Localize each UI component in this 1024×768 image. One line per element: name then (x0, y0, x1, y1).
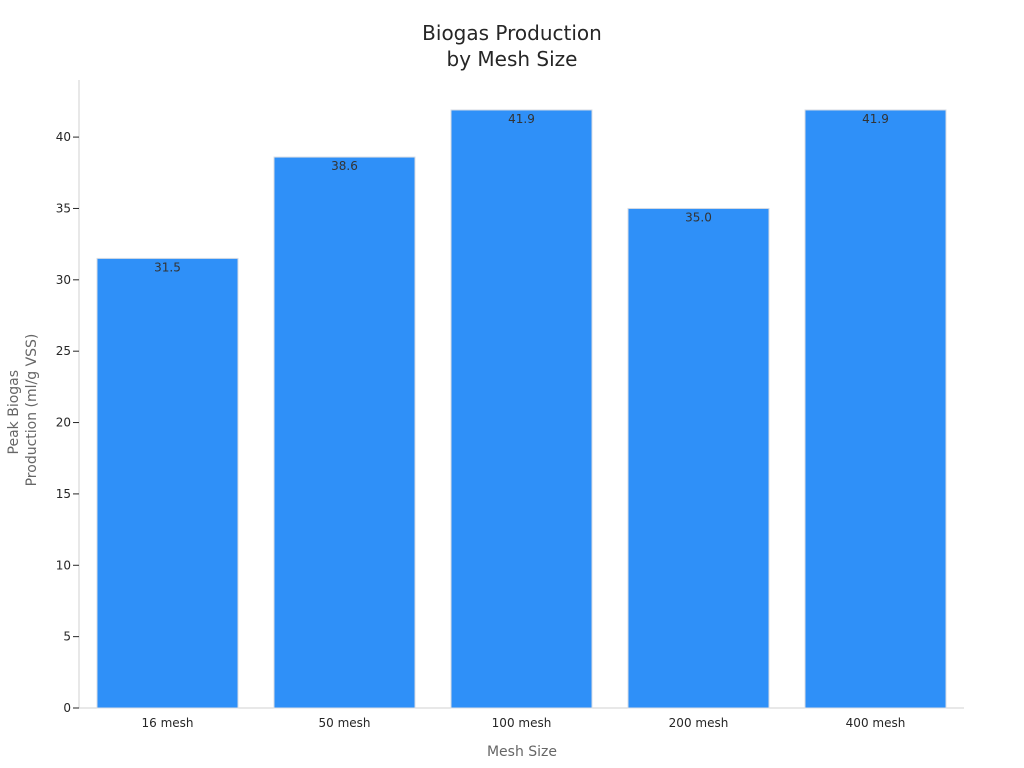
bar (804, 109, 947, 709)
y-tick-label: 15 (56, 487, 71, 501)
bar (627, 207, 770, 709)
bar-value-label: 31.5 (154, 260, 181, 274)
y-tick-label: 10 (56, 558, 71, 572)
bar-value-label: 41.9 (862, 112, 889, 126)
y-tick-label: 5 (63, 630, 71, 644)
y-axis-title-line-1: Peak Biogas (6, 370, 22, 455)
x-tick-label: 50 mesh (318, 716, 370, 730)
y-tick-label: 35 (56, 201, 71, 215)
x-tick-label: 400 mesh (846, 716, 906, 730)
x-tick-label: 200 mesh (669, 716, 729, 730)
y-tick-label: 0 (63, 701, 71, 715)
bar (273, 156, 416, 709)
bar-value-label: 35.0 (685, 210, 712, 224)
x-axis-title: Mesh Size (487, 744, 557, 760)
y-axis-title: Peak Biogas Production (ml/g VSS) (6, 334, 40, 487)
bar (96, 257, 239, 709)
y-tick-label: 40 (56, 130, 71, 144)
chart-title-line-1: Biogas Production (422, 21, 602, 45)
x-tick-label: 16 mesh (141, 716, 193, 730)
chart-title-line-2: by Mesh Size (447, 47, 578, 71)
y-tick-label: 30 (56, 273, 71, 287)
y-tick-label: 25 (56, 344, 71, 358)
y-axis-title-line-2: Production (ml/g VSS) (24, 334, 40, 487)
x-tick-label: 100 mesh (492, 716, 552, 730)
bar-value-label: 38.6 (331, 159, 358, 173)
plot-area: 0 5 10 15 20 25 30 35 40 31.5 16 mesh 38.6 50 mesh 41… (56, 80, 964, 730)
bar-value-label: 41.9 (508, 112, 535, 126)
bar (450, 109, 593, 709)
y-tick-label: 20 (56, 416, 71, 430)
